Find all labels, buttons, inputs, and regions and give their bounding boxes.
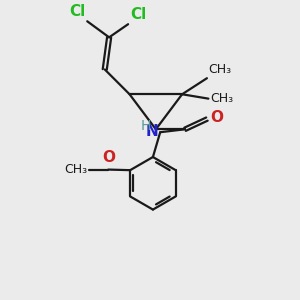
Text: Cl: Cl [69, 4, 85, 19]
Text: N: N [146, 124, 159, 139]
Text: Cl: Cl [130, 7, 146, 22]
Text: CH₃: CH₃ [208, 63, 232, 76]
Text: O: O [102, 150, 115, 165]
Text: H: H [140, 119, 151, 133]
Text: CH₃: CH₃ [210, 92, 234, 105]
Text: CH₃: CH₃ [64, 163, 87, 176]
Text: O: O [210, 110, 223, 125]
